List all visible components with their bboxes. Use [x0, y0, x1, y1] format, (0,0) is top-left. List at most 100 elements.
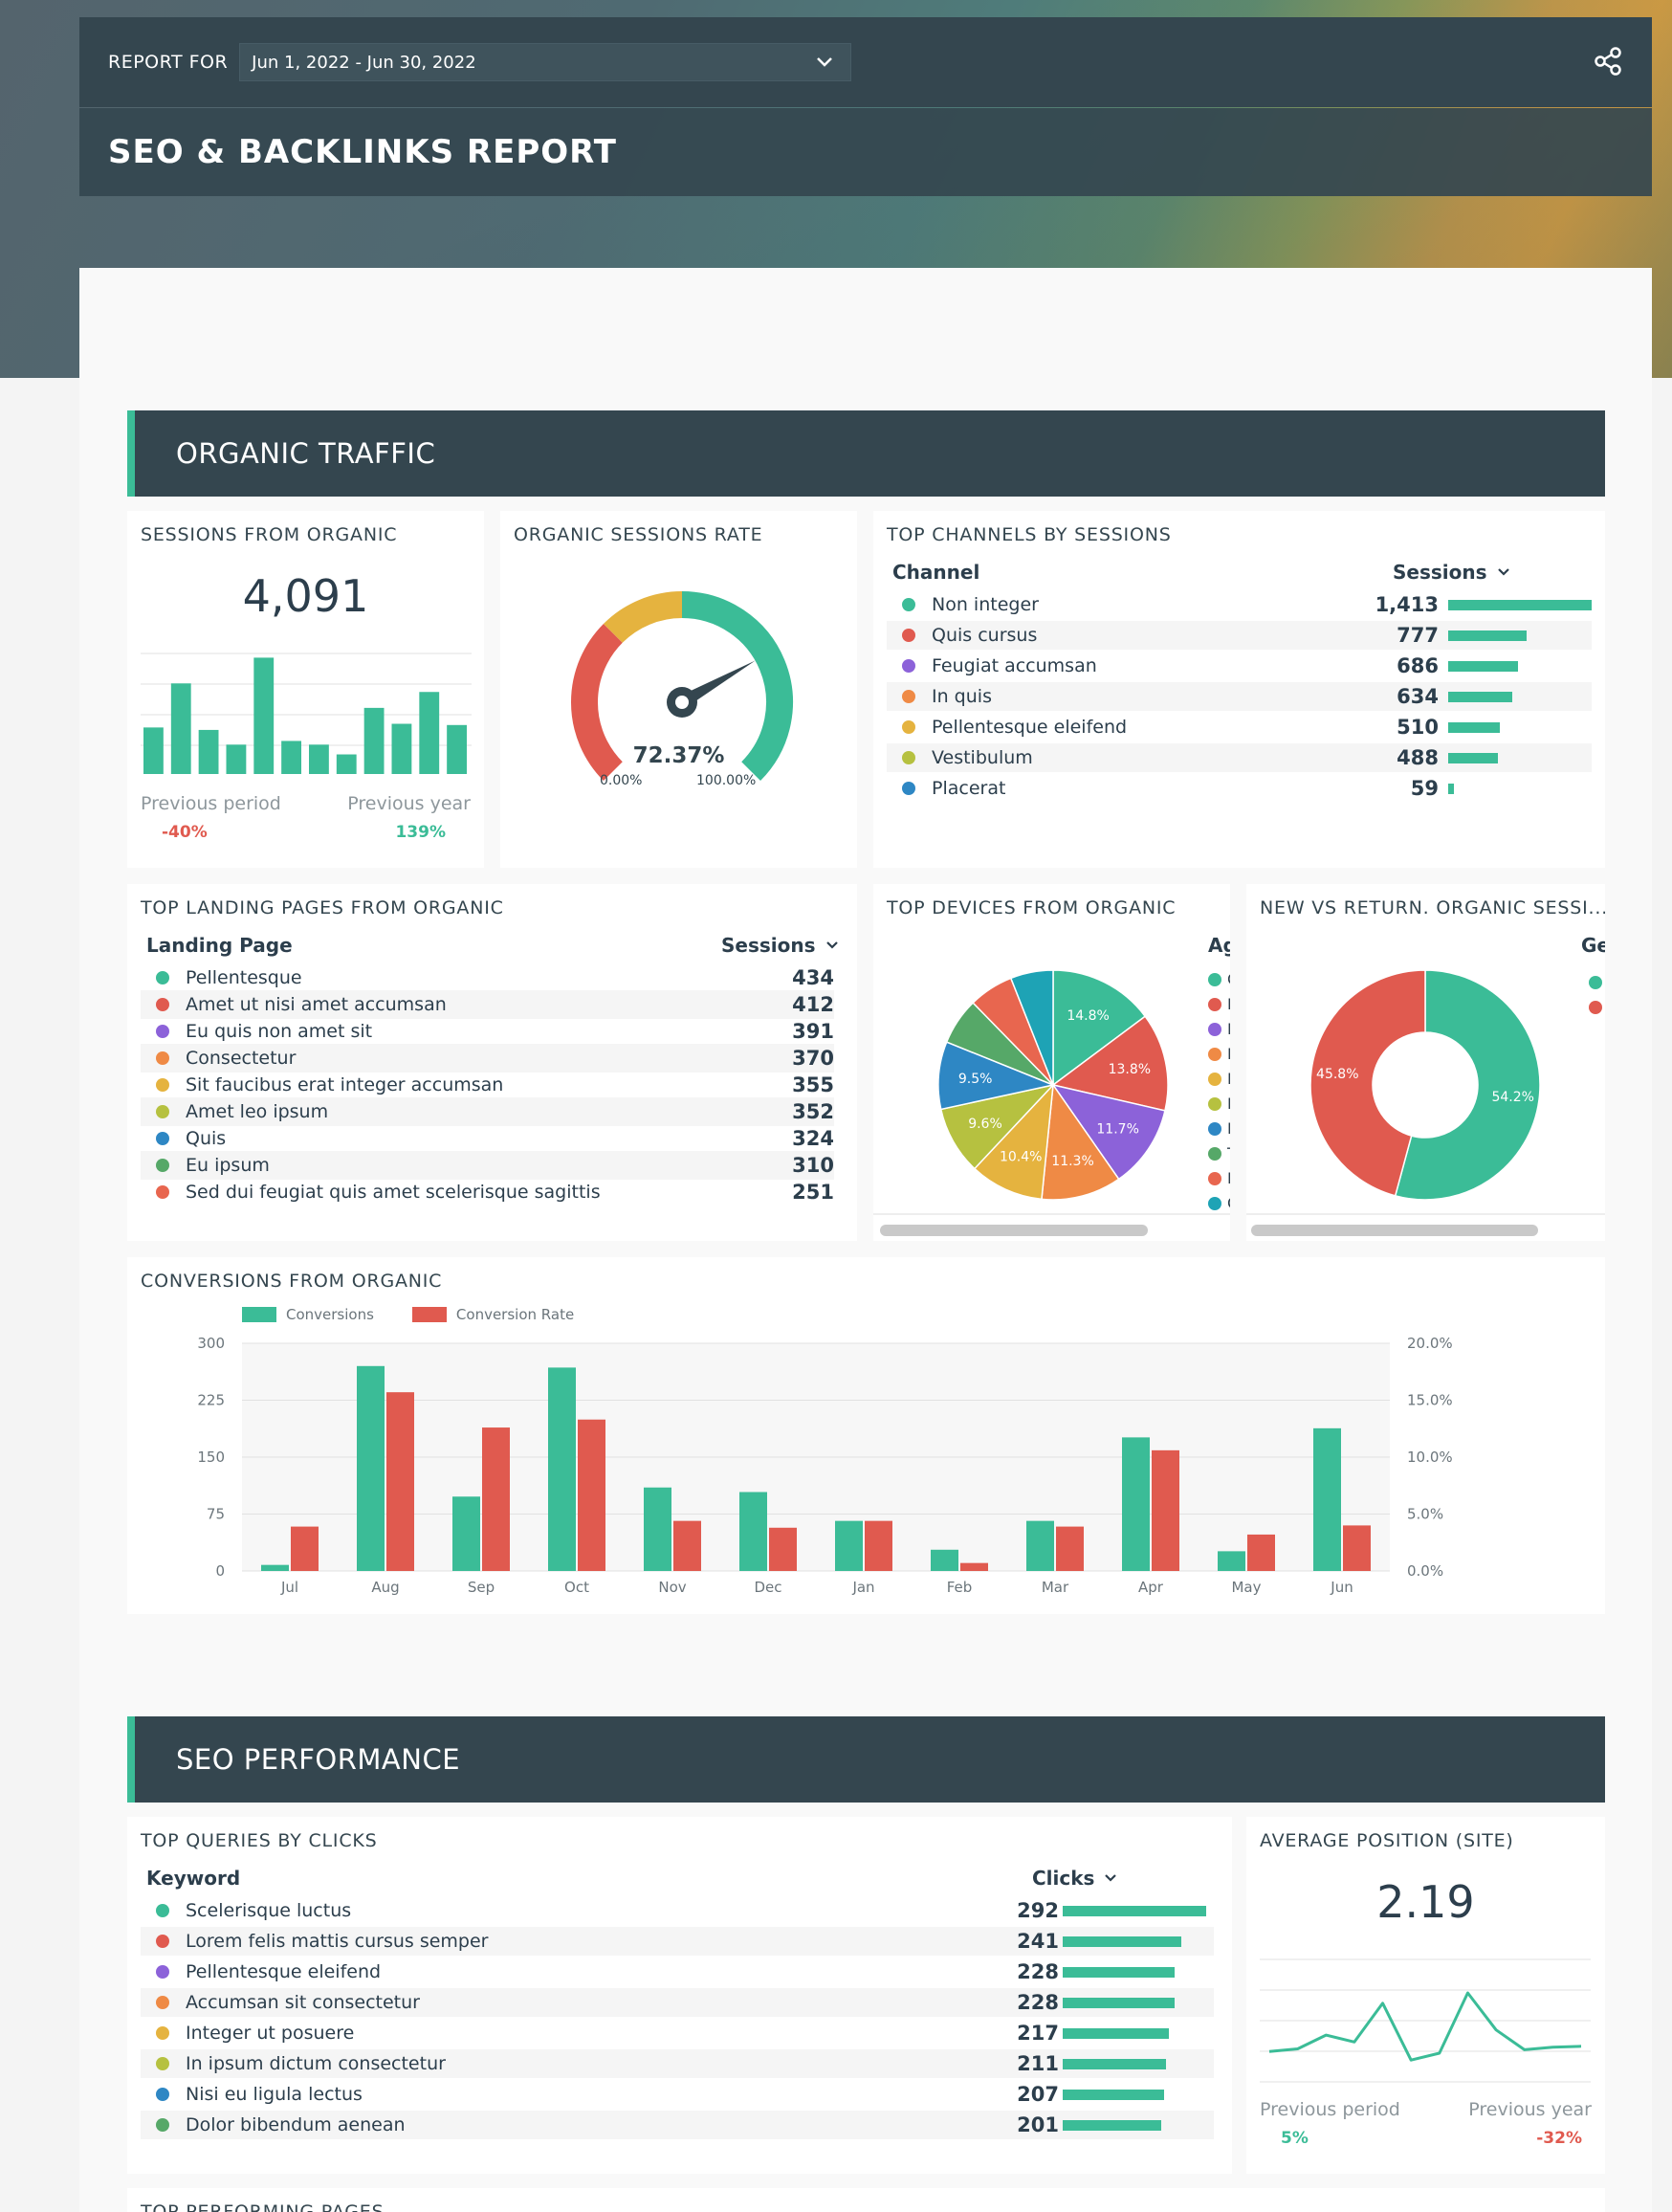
landing-page-row[interactable]: Pellentesque 434 — [141, 963, 834, 992]
legend-dot-icon — [1208, 1171, 1221, 1185]
channel-row[interactable]: Pellentesque eleifend 510 — [887, 713, 1592, 741]
legend-label: F — [1227, 1020, 1230, 1038]
devices-legend-item[interactable]: N — [1208, 1070, 1230, 1088]
row-label: Amet ut nisi amet accumsan — [186, 994, 447, 1015]
channel-row[interactable]: Placerat 59 — [887, 774, 1592, 803]
landing-page-row[interactable]: Sed dui feugiat quis amet scelerisque sa… — [141, 1178, 834, 1206]
devices-legend-item[interactable]: D — [1208, 995, 1230, 1013]
legend-dot-icon — [1208, 972, 1221, 986]
previous-period-label: Previous period — [1260, 2099, 1400, 2120]
divider — [873, 1213, 1230, 1215]
pie-slice-label: 45.8% — [1316, 1067, 1358, 1082]
devices-legend-item[interactable]: C — [1208, 1194, 1230, 1212]
horizontal-scrollbar[interactable] — [880, 1225, 1148, 1236]
conversions-card: CONVERSIONS FROM ORGANIC Conversions Con… — [127, 1257, 1605, 1614]
landing-page-row[interactable]: Amet leo ipsum 352 — [141, 1097, 834, 1126]
query-row[interactable]: Accumsan sit consectetur 228 — [141, 1988, 1214, 2017]
spark-bar — [281, 741, 301, 774]
bar-conversions — [835, 1520, 863, 1571]
x-tick-label: Sep — [468, 1579, 495, 1596]
row-label: Pellentesque eleifend — [932, 717, 1128, 738]
query-row[interactable]: Nisi eu ligula lectus 207 — [141, 2080, 1214, 2109]
row-value: 310 — [792, 1154, 834, 1177]
legend-dot-icon — [1208, 1022, 1221, 1036]
legend-label: N — [1227, 1095, 1230, 1113]
column-header-channel: Channel — [892, 561, 980, 584]
channel-row[interactable]: In quis 634 — [887, 682, 1592, 711]
devices-legend-item[interactable]: E — [1208, 1119, 1230, 1138]
report-title-bar: SEO & BACKLINKS REPORT — [79, 108, 1652, 196]
row-value: 391 — [792, 1020, 834, 1043]
column-header-clicks[interactable]: Clicks — [1032, 1867, 1117, 1890]
legend-dot-icon — [902, 751, 915, 764]
channel-row[interactable]: Vestibulum 488 — [887, 743, 1592, 772]
query-row[interactable]: Pellentesque eleifend 228 — [141, 1958, 1214, 1986]
nvr-legend-header: Ge — [1581, 934, 1605, 957]
sessions-value: 4,091 — [242, 570, 369, 622]
channel-row[interactable]: Quis cursus 777 — [887, 621, 1592, 650]
x-tick-label: Apr — [1138, 1579, 1164, 1596]
row-label: Pellentesque eleifend — [186, 1961, 382, 1982]
y-tick-label-left: 300 — [197, 1335, 225, 1352]
spark-bar — [447, 724, 467, 774]
pie-slice — [1041, 1082, 1120, 1201]
share-icon[interactable] — [1593, 46, 1623, 77]
channel-row[interactable]: Non integer 1,413 — [887, 590, 1592, 619]
pie-slice-label: 10.4% — [1000, 1149, 1042, 1164]
landing-page-row[interactable]: Amet ut nisi amet accumsan 412 — [141, 990, 834, 1019]
bar-conversions — [739, 1492, 767, 1571]
row-value: 201 — [1017, 2113, 1059, 2136]
row-label: Consectetur — [186, 1048, 297, 1069]
landing-page-row[interactable]: Quis 324 — [141, 1124, 834, 1153]
bar-conversion-rate — [291, 1526, 319, 1571]
row-bar — [1448, 630, 1528, 641]
row-bar — [1063, 2027, 1170, 2039]
devices-legend-item[interactable]: F — [1208, 1045, 1230, 1063]
row-label: Placerat — [932, 778, 1006, 799]
previous-period-value: -40% — [162, 823, 208, 842]
landing-page-row[interactable]: Sit faucibus erat integer accumsan 355 — [141, 1071, 834, 1099]
row-value: 510 — [1397, 716, 1439, 739]
bar-conversions — [1313, 1427, 1341, 1571]
query-row[interactable]: Lorem felis mattis cursus semper 241 — [141, 1927, 1214, 1956]
query-row[interactable]: In ipsum dictum consectetur 211 — [141, 2049, 1214, 2078]
legend-dot-icon — [156, 1185, 169, 1199]
spark-bar — [170, 683, 191, 774]
row-label: Feugiat accumsan — [932, 655, 1097, 676]
devices-legend-item[interactable]: F — [1208, 1020, 1230, 1038]
row-label: Accumsan sit consectetur — [186, 1992, 420, 2013]
pie-slice-label: 11.7% — [1096, 1122, 1138, 1138]
x-tick-label: May — [1231, 1579, 1261, 1596]
row-label: In quis — [932, 686, 992, 707]
previous-year-label: Previous year — [347, 793, 471, 814]
date-range-select[interactable]: Jun 1, 2022 - Jun 30, 2022 — [239, 43, 852, 81]
landing-page-row[interactable]: Eu ipsum 310 — [141, 1151, 834, 1180]
column-header-sessions[interactable]: Sessions — [1393, 561, 1510, 584]
y-tick-label-right: 10.0% — [1407, 1449, 1453, 1466]
row-value: 370 — [792, 1047, 834, 1070]
horizontal-scrollbar[interactable] — [1251, 1225, 1538, 1236]
query-row[interactable]: Dolor bibendum aenean 201 — [141, 2111, 1214, 2139]
bar-conversion-rate — [386, 1392, 414, 1571]
query-row[interactable]: Integer ut posuere 217 — [141, 2019, 1214, 2047]
landing-page-row[interactable]: Consectetur 370 — [141, 1044, 834, 1073]
row-bar — [1063, 2119, 1162, 2131]
x-tick-label: Feb — [947, 1579, 973, 1596]
sort-chevron-icon — [825, 941, 838, 949]
row-value: 488 — [1397, 746, 1439, 769]
section-seo-performance: SEO PERFORMANCE — [127, 1716, 1605, 1803]
row-value: 217 — [1017, 2022, 1059, 2045]
column-header-sessions[interactable]: Sessions — [721, 934, 839, 957]
devices-legend-item[interactable]: N — [1208, 1095, 1230, 1113]
spark-bar — [143, 727, 164, 774]
row-bar — [1063, 1997, 1176, 2008]
devices-legend-item[interactable]: T — [1208, 1144, 1230, 1162]
devices-legend-item[interactable]: C — [1208, 970, 1230, 988]
query-row[interactable]: Scelerisque luctus 292 — [141, 1896, 1214, 1925]
landing-page-row[interactable]: Eu quis non amet sit 391 — [141, 1017, 834, 1046]
legend-dot-icon[interactable] — [1589, 1001, 1602, 1014]
row-bar — [1063, 1905, 1206, 1916]
channel-row[interactable]: Feugiat accumsan 686 — [887, 652, 1592, 680]
legend-dot-icon[interactable] — [1589, 976, 1602, 989]
devices-legend-item[interactable]: I — [1208, 1169, 1230, 1187]
